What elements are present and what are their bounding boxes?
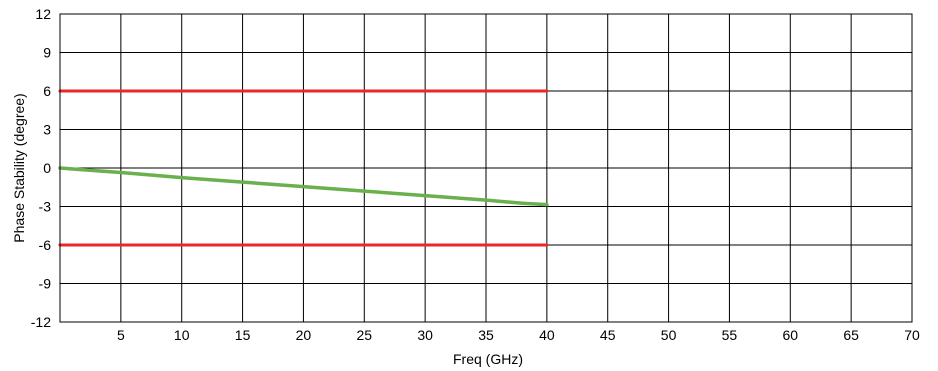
y-tick-label: 3 <box>43 122 51 138</box>
x-tick-label: 70 <box>904 327 920 343</box>
x-tick-label: 5 <box>117 327 125 343</box>
x-tick-label: 10 <box>174 327 190 343</box>
phase-stability-series-line <box>58 166 549 207</box>
y-tick-label: -12 <box>31 314 51 330</box>
y-tick-label: -3 <box>39 199 52 215</box>
x-tick-label: 55 <box>722 327 738 343</box>
x-axis-title: Freq (GHz) <box>453 351 523 367</box>
y-tick-label: 0 <box>43 160 51 176</box>
plot-area-border <box>59 13 913 323</box>
x-tick-label: 65 <box>843 327 859 343</box>
x-tick-label: 20 <box>296 327 312 343</box>
x-tick-label: 25 <box>356 327 372 343</box>
y-axis-title: Phase Stability (degree) <box>11 93 27 242</box>
series-layer <box>58 89 549 247</box>
y-tick-label: 9 <box>43 45 51 61</box>
x-tick-label: 60 <box>782 327 798 343</box>
y-tick-label: 6 <box>43 83 51 99</box>
x-tick-labels: 5 10 15 20 25 30 35 40 45 50 55 60 65 70 <box>117 327 920 343</box>
x-tick-label: 40 <box>539 327 555 343</box>
y-tick-label: 12 <box>35 6 51 22</box>
x-tick-label: 50 <box>661 327 677 343</box>
y-tick-label: -6 <box>39 237 52 253</box>
plot-frame <box>59 13 913 323</box>
y-tick-label: -9 <box>39 276 52 292</box>
x-tick-label: 35 <box>478 327 494 343</box>
x-tick-label: 30 <box>417 327 433 343</box>
grid <box>60 13 913 323</box>
y-tick-labels: 12 9 6 3 0 -3 -6 -9 -12 <box>31 6 51 330</box>
x-tick-label: 15 <box>235 327 251 343</box>
x-tick-label: 45 <box>600 327 616 343</box>
